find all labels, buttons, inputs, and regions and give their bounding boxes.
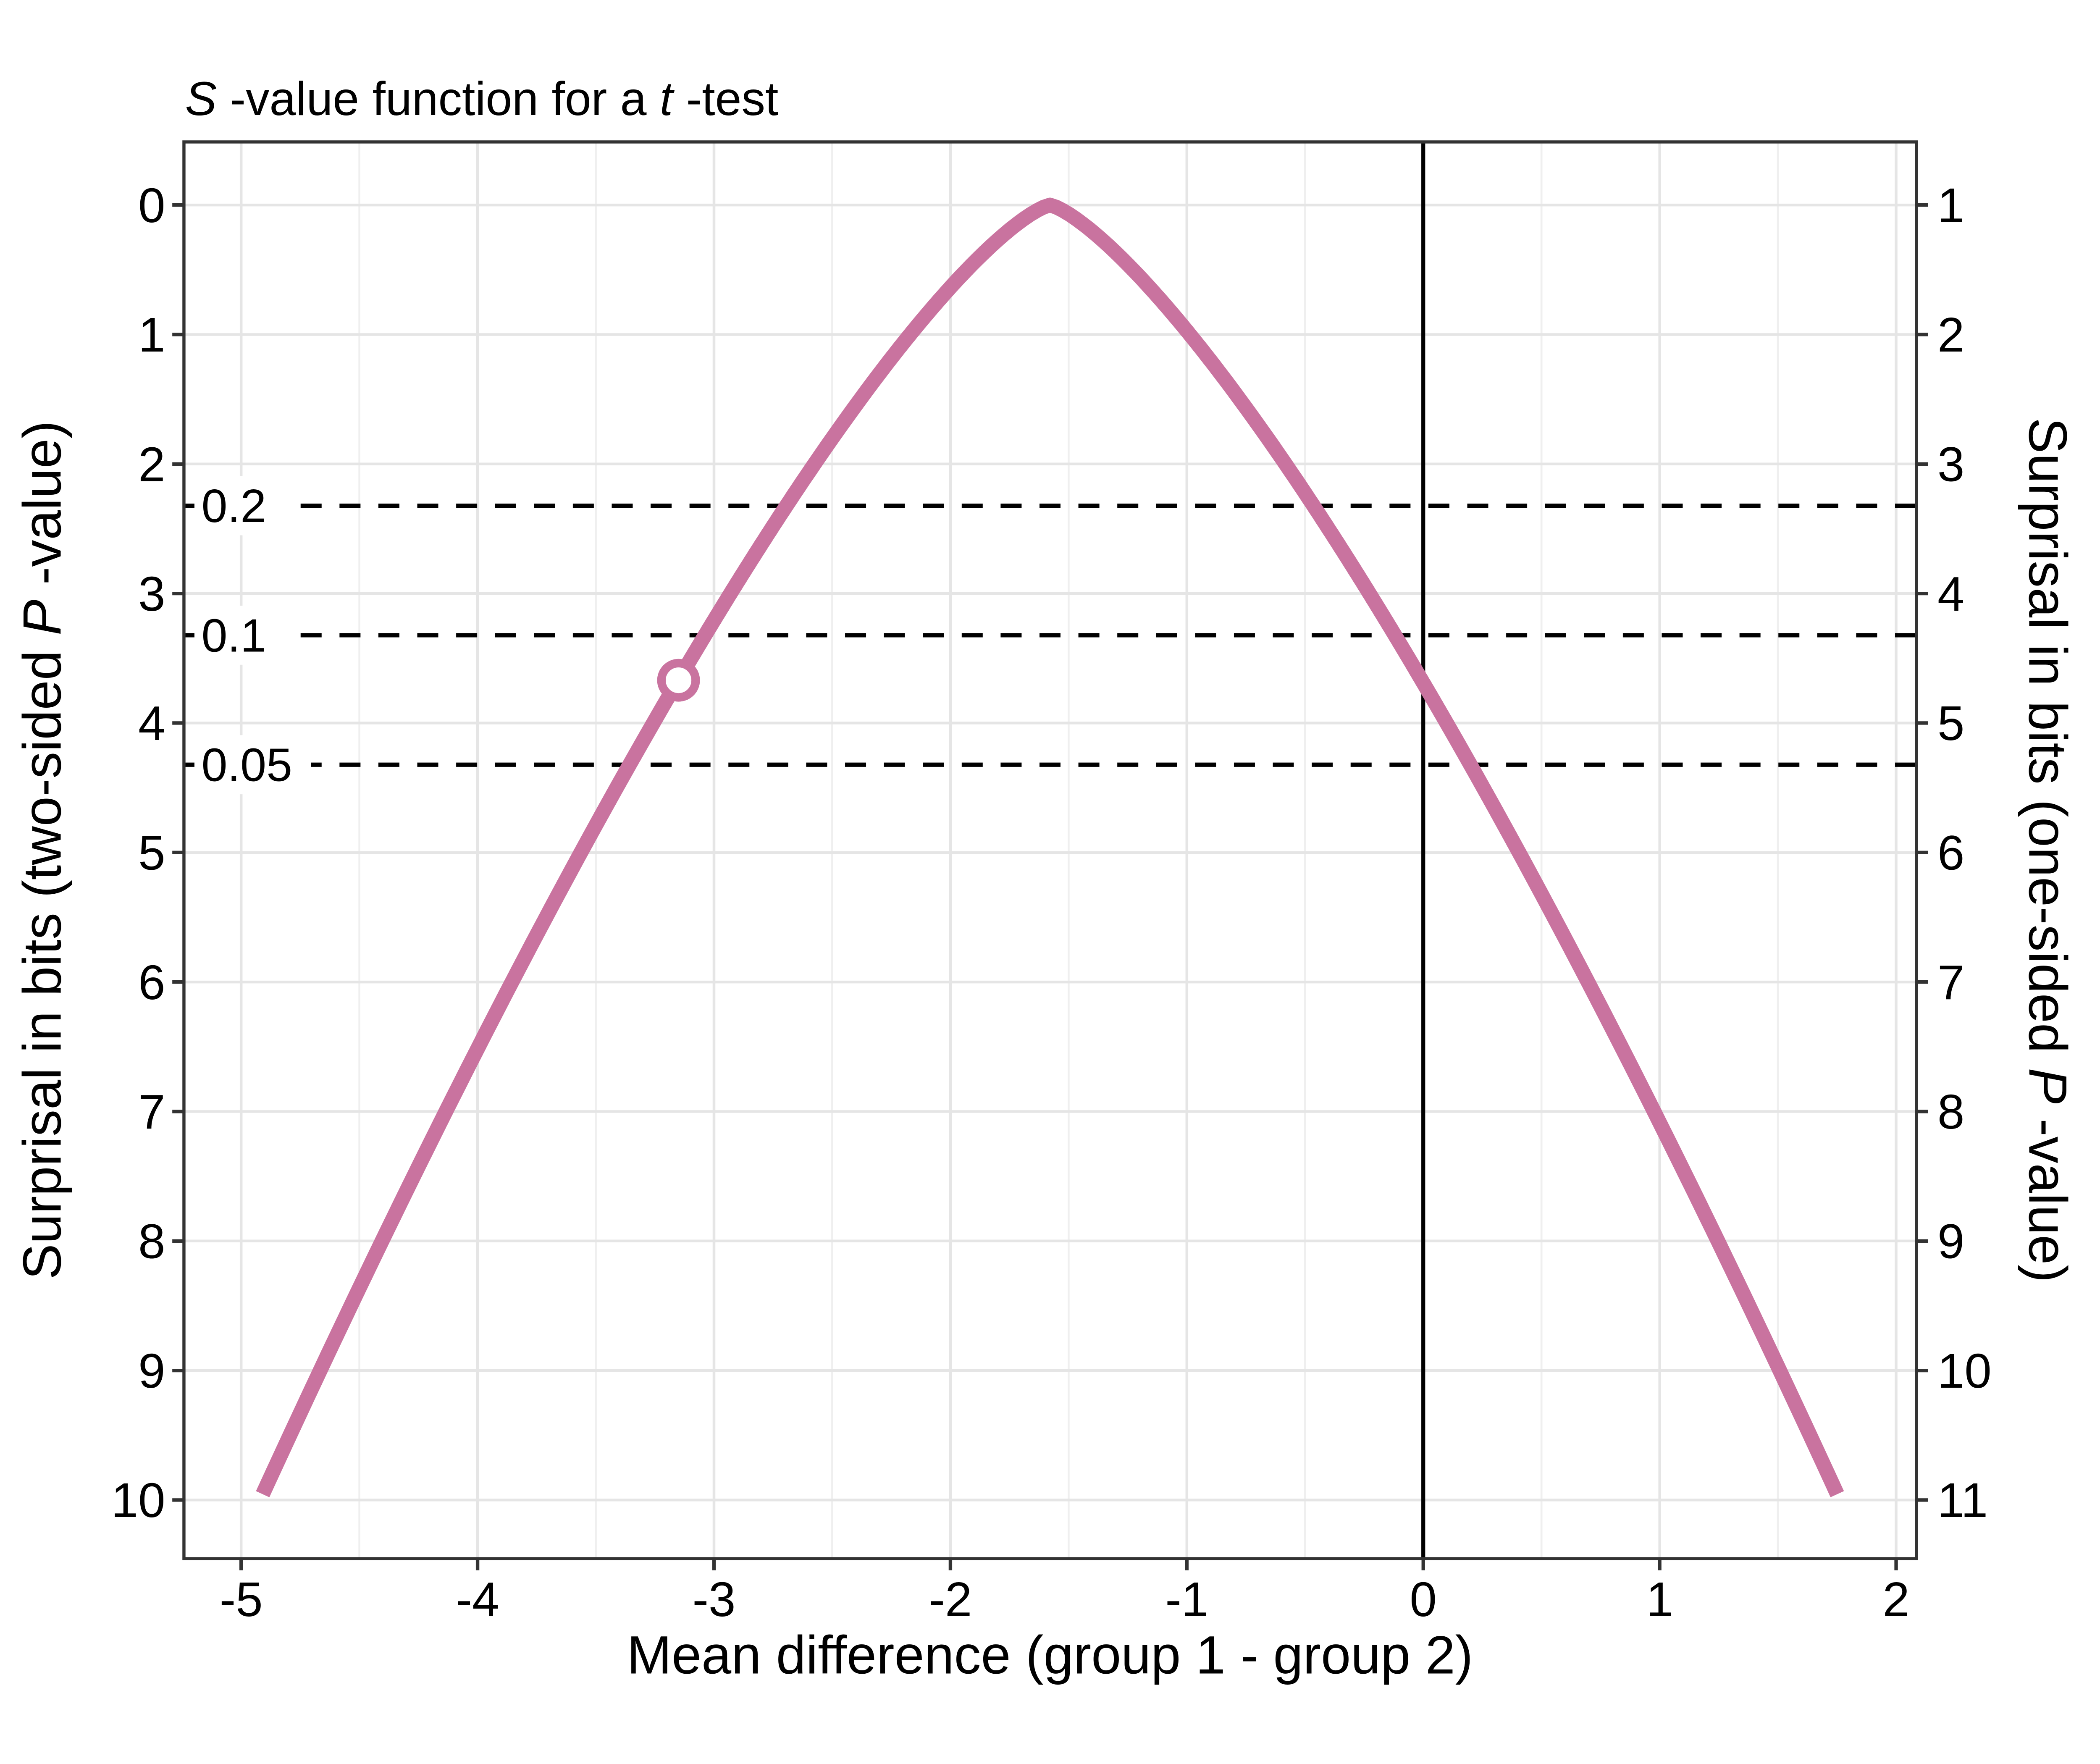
surprisal-curve: [256, 197, 1844, 1497]
reference-lines-layer: [184, 142, 1916, 1559]
y-axis-left-title: Surprisal in bits (two-sided P -value): [12, 421, 72, 1280]
x-axis-title: Mean difference (group 1 - group 2): [627, 1625, 1473, 1685]
p-value-label: 0.05: [202, 739, 292, 791]
series-layer: [256, 197, 1844, 1497]
y-left-tick-label: 8: [138, 1214, 165, 1269]
plot-panel: [184, 142, 1916, 1559]
y-right-tick-label: 5: [1937, 696, 1964, 751]
annotations-layer: 0.2 0.1 0.05: [194, 476, 311, 795]
x-tick-label: -4: [456, 1572, 499, 1627]
y-left-tick-label: 5: [138, 826, 165, 880]
x-tick-label: 1: [1646, 1572, 1673, 1627]
plot-title: S -value function for a t -test: [185, 72, 779, 125]
y-left-tick-label: 10: [111, 1473, 165, 1528]
panel-border: [182, 140, 1918, 1560]
y-left-tick-label: 1: [138, 307, 165, 362]
y-right-tick-label: 4: [1937, 567, 1964, 621]
y-right-tick-label: 10: [1937, 1344, 1992, 1398]
y-right-tick-label: 7: [1937, 955, 1964, 1010]
y-right-tick-label: 2: [1937, 307, 1964, 362]
y-left-tick-label: 0: [138, 178, 165, 233]
y-left-tick-label: 4: [138, 696, 165, 751]
p-value-label: 0.2: [202, 480, 266, 532]
y-left-tick-label: 3: [138, 567, 165, 621]
p-value-label-backing: [194, 476, 286, 536]
p-value-label-backing: [194, 735, 311, 795]
y-left-tick-label: 7: [138, 1084, 165, 1139]
x-tick-label: -5: [220, 1572, 263, 1627]
p-value-label-backing: [194, 606, 286, 665]
estimate-marker: [657, 659, 700, 702]
x-tick-label: 2: [1882, 1572, 1909, 1627]
y-left-tick-label: 2: [138, 437, 165, 492]
y-right-tick-label: 3: [1937, 437, 1964, 492]
y-right-tick-label: 6: [1937, 826, 1964, 880]
y-right-tick-label: 1: [1937, 178, 1964, 233]
x-tick-label: -2: [929, 1572, 972, 1627]
y-right-tick-label: 9: [1937, 1214, 1964, 1269]
y-left-tick-label: 6: [138, 955, 165, 1010]
y-axis-right-title: Surprisal in bits (one-sided P -value): [2017, 417, 2077, 1282]
y-right-tick-label: 11: [1937, 1473, 1988, 1528]
x-tick-label: 0: [1410, 1572, 1437, 1627]
y-right-tick-label: 8: [1937, 1084, 1964, 1139]
axes-layer: 0 1 2 3 4 5 6 7 8 9 10 1 2 3 4 5 6 7 8 9 10 11 -5 -4 -3 -2 -1 0 1 2: [111, 178, 1992, 1627]
y-left-tick-label: 9: [138, 1344, 165, 1398]
x-tick-label: -3: [693, 1572, 736, 1627]
p-value-label: 0.1: [202, 609, 266, 662]
x-tick-label: -1: [1165, 1572, 1208, 1627]
